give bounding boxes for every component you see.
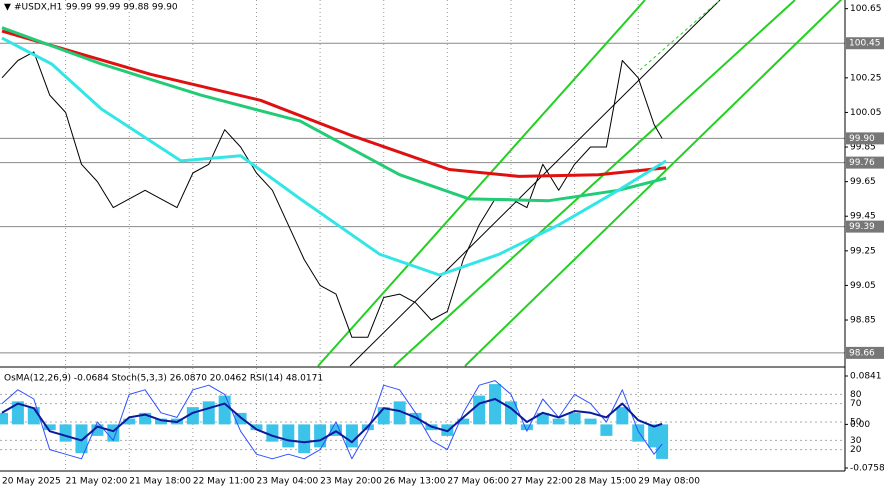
x-tick-label: 21 May 18:00 [129,477,191,487]
series-line [1,26,667,203]
histogram-bar [59,424,72,442]
y-tick-label: 99.85 [850,143,876,153]
histogram-bar [298,424,311,454]
histogram-bar [568,412,581,425]
price-label: 99.76 [849,158,875,168]
series-line [1,398,663,444]
y-tick-label: -0.0758 [850,464,884,474]
chart-title: #USDX,H1 [14,3,62,13]
x-tick-label: 26 May 13:00 [384,477,446,487]
price-label-box [846,37,884,50]
channel-line [317,0,646,367]
y2-tick-label: 20 [850,445,862,455]
trend-line [349,0,721,367]
x-tick-label: 21 May 02:00 [66,477,128,487]
histogram-bar [155,418,168,425]
histogram-bar [202,401,215,425]
histogram-bar [616,407,629,425]
histogram-bar [345,424,358,448]
y-tick-label: 98.85 [850,316,876,326]
histogram-bar [520,424,533,431]
price-label: 98.66 [849,348,875,358]
histogram-bar [489,384,502,425]
histogram-bar [266,424,279,442]
panel: 20 May 2025 21 May 02:00 21 May 18:00 22 Ma… [0,0,845,487]
x-tick-label: 23 May 20:00 [320,477,382,487]
x-tick-label: 29 May 08:00 [638,477,700,487]
histogram-bar [632,424,645,442]
price-label-box [846,346,884,359]
y2-tick-label: 30 [850,436,862,446]
x-tick-label: 28 May 15:00 [575,477,637,487]
ohlc: 99.99 99.99 99.88 99.90 [66,3,178,13]
histogram-bar [393,401,406,425]
y-tick-label: 100.25 [850,73,882,83]
x-tick-label: 27 May 06:00 [447,477,509,487]
channel-line [393,0,796,367]
indicator-title: OsMA(12,26,9) -0.0684 Stoch(5,3,3) 26.08… [4,374,323,384]
y-tick-label: 0.0841 [850,372,882,382]
histogram-bar [75,424,88,454]
y-tick-label: 100.05 [850,108,882,118]
series-line [1,29,667,178]
x-tick-label: 27 May 22:00 [511,477,573,487]
histogram-bar [218,395,231,425]
price-label: 99.90 [849,134,875,144]
price-label: 99.39 [849,222,875,232]
y-tick-label: 99.05 [850,281,876,291]
price-label-box [846,220,884,233]
x-tick-label: 23 May 04:00 [256,477,318,487]
histogram-bar [552,418,565,425]
chart-title: ▼ [4,3,11,13]
histogram-bar [139,412,152,425]
histogram-bar [43,424,56,431]
y-tick-label: 99.65 [850,177,876,187]
x-tick-label: 20 May 2025 [2,477,61,487]
histogram-bar [0,412,8,425]
histogram-bar [457,418,470,425]
histogram-bar [409,412,422,425]
x-tick-label: 22 May 11:00 [193,477,255,487]
price-label-box [846,156,884,169]
histogram-bar [656,424,669,459]
y-tick-label: 99.25 [850,246,876,256]
price-label-box [846,132,884,145]
series-line [1,51,663,338]
y-tick-label: 100.65 [850,4,882,14]
histogram-bar [11,401,24,425]
histogram-bar [330,424,343,436]
y2-tick-label: 70 [850,399,862,409]
y-tick-label: 0.00 [850,420,870,430]
histogram-bar [91,424,104,436]
histogram-bar [504,401,517,425]
series-line [1,36,667,277]
histogram-bar [584,418,597,425]
y2-tick-label: 80 [850,390,862,400]
histogram-bar [536,412,549,425]
y-tick-label: 99.45 [850,212,876,222]
histogram-bar [123,418,136,425]
price-label: 100.45 [849,39,881,49]
histogram-bar [600,424,613,436]
histogram-bar [250,424,263,431]
histogram-bar [473,395,486,425]
histogram-bar [282,424,295,448]
y2-tick-label: 50 [850,418,862,428]
histogram-bar [314,424,327,448]
